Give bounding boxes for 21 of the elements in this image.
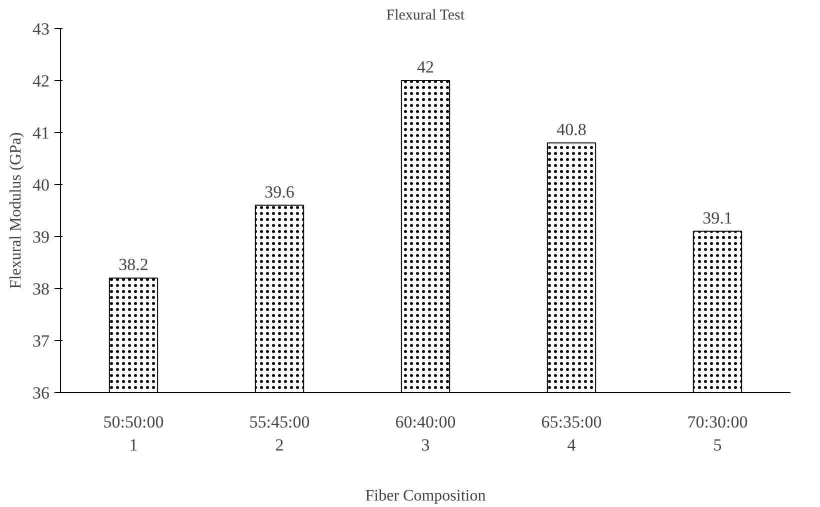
chart-title: Flexural Test <box>386 8 466 24</box>
y-tick-label: 37 <box>32 332 50 350</box>
x-tick-label: 60:40:00 3 <box>395 412 456 454</box>
data-label: 42 <box>417 58 434 76</box>
x-axis-title: Fiber Composition <box>365 487 486 504</box>
y-tick-label: 41 <box>32 124 50 142</box>
y-axis-title: Flexural Modulus (GPa) <box>8 132 24 289</box>
data-label: 39.6 <box>264 182 294 202</box>
x-tick-label: 65:35:00 4 <box>541 412 602 454</box>
data-label: 40.8 <box>556 120 586 139</box>
x-tick-label: 50:50:00 1 <box>103 412 164 454</box>
data-label: 39.1 <box>702 208 732 228</box>
y-tick-label: 42 <box>32 72 50 90</box>
x-tick-label: 55:45:00 2 <box>249 412 310 454</box>
data-label: 38.2 <box>118 255 148 274</box>
y-tick-label: 39 <box>32 228 50 246</box>
y-tick-label: 36 <box>32 384 50 402</box>
x-tick-label: 70:30:00 5 <box>687 412 748 454</box>
y-tick-label: 38 <box>32 280 50 298</box>
y-tick-label: 40 <box>32 176 50 194</box>
y-tick-label: 43 <box>32 20 50 38</box>
